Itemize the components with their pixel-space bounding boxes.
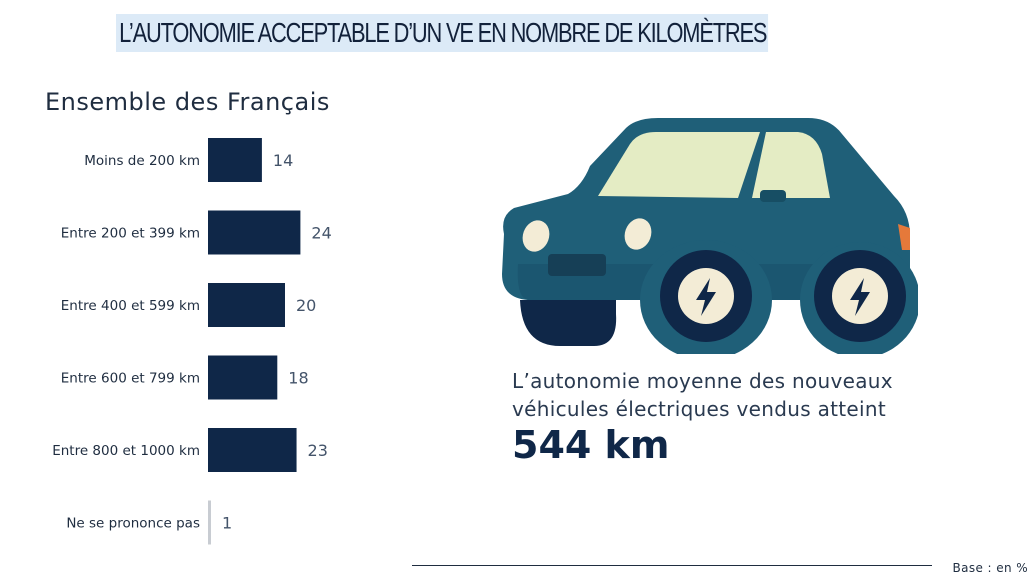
page-title: L’AUTONOMIE ACCEPTABLE D’UN VE EN NOMBRE… (116, 14, 768, 52)
bar (208, 428, 297, 472)
lightning-bolt-icon (850, 278, 870, 316)
car-window-front (598, 132, 760, 198)
front-wheel-shadow (520, 300, 617, 346)
bar (208, 500, 211, 545)
bar (208, 283, 285, 327)
category-label: Moins de 200 km (84, 153, 200, 169)
category-label: Entre 800 et 1000 km (52, 443, 200, 459)
category-label: Entre 400 et 599 km (61, 298, 200, 314)
category-label: Entre 600 et 799 km (61, 371, 200, 387)
lightning-bolt-icon (696, 278, 716, 316)
category-label: Entre 200 et 399 km (61, 226, 200, 242)
electric-car-icon (498, 114, 920, 360)
footer-divider (412, 565, 932, 566)
average-range-text: L’autonomie moyenne des nouveaux véhicul… (512, 369, 893, 421)
chart-subtitle: Ensemble des Français (45, 88, 330, 116)
base-note: Base : en % (952, 561, 1028, 575)
average-range-value: 544 km (512, 423, 670, 467)
bar-chart: Moins de 200 km 14 Entre 200 et 399 km 24 En… (52, 138, 332, 545)
value-label: 14 (273, 151, 293, 170)
car-window-rear (752, 132, 830, 198)
value-label: 24 (311, 224, 331, 243)
value-label: 18 (288, 369, 308, 388)
value-label: 1 (222, 514, 232, 533)
bar (208, 210, 301, 255)
headlight-left (522, 220, 550, 252)
wheel-rear (814, 250, 906, 342)
value-label: 23 (308, 441, 328, 460)
tail-light (898, 224, 910, 250)
door-handle (760, 190, 786, 202)
value-label: 20 (296, 296, 316, 315)
bar (208, 138, 262, 182)
headlight-right (624, 218, 652, 250)
grille (548, 254, 606, 276)
wheel-front (660, 250, 752, 342)
category-label: Ne se prononce pas (66, 516, 200, 532)
bar (208, 355, 278, 400)
